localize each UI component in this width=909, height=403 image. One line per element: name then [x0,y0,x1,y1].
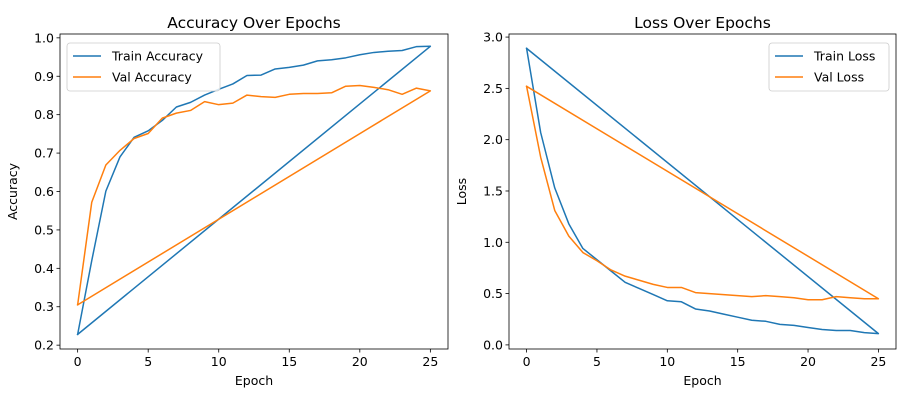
y-tick-label: 0.8 [34,107,54,122]
y-tick-label: 0.3 [34,299,54,314]
plot-frame [508,33,897,350]
y-tick-label: 2.5 [483,81,503,96]
series-line-val-accuracy [76,84,432,306]
y-tick-label: 0.5 [34,222,54,237]
x-tick-label: 20 [352,354,368,369]
y-tick-label: 0.0 [483,337,503,352]
x-tick-label: 0 [523,354,531,369]
y-tick-label: 2.0 [483,132,503,147]
x-axis-label: Epoch [235,373,273,388]
legend-box [66,42,221,92]
series-line-train-accuracy [76,45,432,336]
x-tick-label: 25 [422,354,438,369]
x-tick-label: 15 [281,354,297,369]
legend-box [768,42,890,92]
x-tick-label: 10 [659,354,675,369]
legend-entry-label: Train Accuracy [111,49,204,64]
x-tick-label: 5 [144,354,152,369]
chart-title: Loss Over Epochs [634,14,771,32]
loss-chart: 0 5 10 15 20 25 0.0 0.5 1.0 1.5 2.0 2.5 3.0 Loss Over… [454,14,897,388]
legend: Train Loss Val Loss [768,42,890,92]
legend-entry-label: Val Accuracy [112,70,192,85]
y-tick-label: 1.0 [483,235,503,250]
x-tick-label: 20 [800,354,816,369]
accuracy-chart: 0 5 10 15 20 25 0.2 0.3 0.4 0.5 0.6 0.7 0.8 0.9 1.0 Acc… [5,14,449,388]
y-tick-label: 0.7 [34,146,54,161]
series-line-val-loss [525,85,880,301]
chart-title: Accuracy Over Epochs [167,14,340,32]
y-tick-label: 0.4 [34,261,54,276]
x-tick-label: 15 [730,354,746,369]
x-tick-label: 0 [74,354,82,369]
y-tick-label: 1.5 [483,183,503,198]
y-tick-label: 0.6 [34,184,54,199]
y-axis-label: Accuracy [5,162,20,220]
x-tick-label: 25 [870,354,886,369]
legend: Train Accuracy Val Accuracy [66,42,221,92]
series-line-train-loss [525,47,880,335]
y-tick-label: 1.0 [34,30,54,45]
y-tick-label: 0.9 [34,69,54,84]
y-tick-label: 3.0 [483,30,503,45]
legend-entry-label: Train Loss [813,49,875,64]
y-axis-label: Loss [454,178,469,205]
x-tick-label: 5 [593,354,601,369]
legend-entry-label: Val Loss [814,70,864,85]
y-tick-label: 0.5 [483,286,503,301]
x-axis-label: Epoch [683,373,721,388]
y-tick-label: 0.2 [34,338,54,353]
x-tick-label: 10 [211,354,227,369]
